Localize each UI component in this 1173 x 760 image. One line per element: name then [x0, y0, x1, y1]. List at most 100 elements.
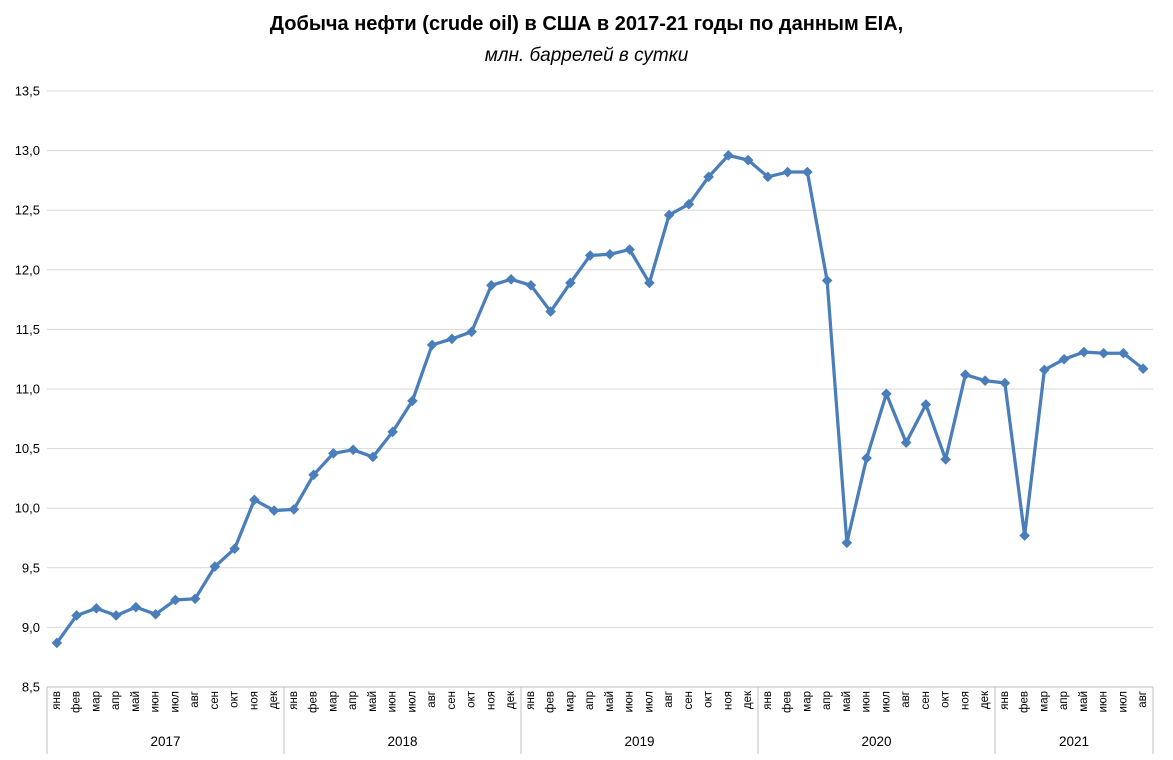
month-tick-label: фев — [71, 691, 83, 713]
data-point-marker — [308, 469, 319, 481]
month-tick-label: сен — [683, 691, 695, 710]
month-tick-label: июн — [861, 691, 873, 712]
data-point-marker — [71, 610, 82, 621]
month-tick-label: апр — [110, 691, 122, 710]
month-tick-label: июл — [406, 691, 418, 713]
data-point-marker — [170, 594, 181, 606]
data-point-marker — [940, 454, 951, 465]
y-tick-label: 10,0 — [15, 501, 40, 516]
month-tick-label: янв — [525, 691, 537, 710]
month-tick-label: апр — [584, 691, 596, 710]
y-tick-label: 8,5 — [22, 680, 40, 695]
month-tick-label: дек — [268, 690, 280, 709]
month-tick-label: янв — [51, 691, 63, 710]
data-point-marker — [91, 603, 102, 614]
data-point-marker — [565, 277, 576, 289]
data-point-marker — [644, 277, 655, 289]
month-tick-label: июн — [387, 691, 399, 712]
month-tick-label: апр — [347, 691, 359, 710]
data-point-marker — [249, 494, 260, 506]
month-tick-label: авг — [189, 691, 201, 708]
data-point-marker — [525, 279, 537, 291]
y-tick-label: 11,0 — [16, 382, 40, 397]
data-point-marker — [1019, 530, 1030, 541]
data-point-marker — [347, 444, 359, 456]
month-tick-label: июл — [880, 691, 892, 713]
month-tick-label: мар — [90, 691, 102, 712]
month-tick-label: июн — [150, 691, 162, 712]
data-point-marker — [1078, 346, 1090, 358]
data-point-marker — [821, 275, 833, 286]
month-tick-label: ноя — [485, 691, 497, 710]
month-tick-label: июл — [1117, 691, 1129, 713]
data-point-marker — [1098, 347, 1109, 359]
month-tick-label: сен — [920, 691, 932, 710]
month-tick-label: ноя — [722, 691, 734, 710]
data-point-marker — [920, 399, 932, 410]
month-tick-label: окт — [703, 690, 715, 708]
data-point-marker — [979, 375, 991, 386]
data-point-marker — [387, 426, 398, 438]
data-point-marker — [861, 452, 872, 464]
data-point-marker — [189, 593, 201, 605]
month-tick-label: фев — [1019, 691, 1031, 713]
data-point-marker — [960, 369, 971, 381]
data-point-marker — [268, 505, 280, 516]
y-tick-label: 13,5 — [15, 84, 40, 99]
data-point-marker — [466, 326, 477, 338]
month-tick-label: авг — [1137, 691, 1149, 708]
month-tick-label: окт — [466, 690, 478, 708]
month-tick-label: апр — [821, 691, 833, 710]
year-label: 2021 — [1059, 734, 1089, 749]
year-label: 2018 — [387, 734, 417, 749]
data-point-marker — [288, 504, 300, 515]
data-point-marker — [584, 250, 596, 261]
data-point-marker — [723, 150, 734, 161]
month-tick-label: май — [604, 691, 616, 712]
data-point-marker — [881, 388, 892, 400]
data-point-marker — [742, 154, 754, 166]
data-point-marker — [604, 248, 616, 260]
month-tick-label: май — [1078, 691, 1090, 712]
data-point-marker — [229, 543, 240, 555]
data-point-marker — [328, 448, 339, 459]
data-point-marker — [624, 244, 635, 255]
chart-subtitle: млн. баррелей в сутки — [484, 45, 689, 66]
data-point-marker — [407, 395, 418, 407]
data-point-marker — [426, 339, 438, 351]
month-tick-label: сен — [446, 691, 458, 710]
data-point-marker — [1058, 353, 1070, 365]
month-tick-label: окт — [229, 690, 241, 708]
month-tick-label: фев — [782, 691, 794, 713]
data-point-marker — [150, 608, 161, 620]
month-tick-label: янв — [762, 691, 774, 710]
month-tick-label: мар — [1038, 691, 1050, 712]
month-tick-label: сен — [209, 691, 221, 710]
month-tick-label: май — [841, 691, 853, 712]
data-point-marker — [51, 637, 63, 649]
data-point-marker — [446, 333, 458, 345]
chart-title: Добыча нефти (crude oil) в США в 2017-21… — [269, 13, 904, 35]
data-point-marker — [505, 274, 517, 285]
month-tick-label: мар — [801, 691, 813, 712]
data-point-marker — [110, 610, 122, 621]
y-tick-label: 11,5 — [16, 322, 40, 337]
month-tick-label: ноя — [959, 691, 971, 710]
data-point-marker — [130, 601, 142, 613]
month-tick-label: дек — [979, 690, 991, 709]
data-point-marker — [999, 377, 1011, 389]
month-tick-label: авг — [900, 691, 912, 708]
data-point-marker — [762, 171, 774, 183]
month-tick-label: апр — [1058, 691, 1070, 710]
data-point-marker — [683, 198, 695, 210]
data-point-marker — [900, 437, 912, 448]
month-tick-label: дек — [742, 690, 754, 709]
data-point-marker — [703, 171, 714, 183]
data-point-marker — [841, 537, 853, 549]
month-tick-label: май — [367, 691, 379, 712]
month-tick-label: авг — [663, 691, 675, 708]
month-tick-label: май — [130, 691, 142, 712]
y-tick-label: 13,0 — [15, 143, 40, 158]
